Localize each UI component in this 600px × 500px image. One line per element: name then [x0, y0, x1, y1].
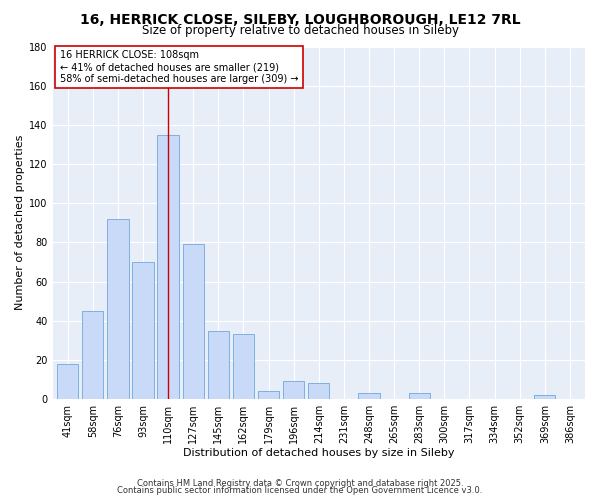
Bar: [82, 311, 103, 399]
Text: Size of property relative to detached houses in Sileby: Size of property relative to detached ho…: [142, 24, 458, 37]
Bar: [208, 330, 229, 399]
Bar: [534, 395, 556, 399]
Bar: [358, 393, 380, 399]
Bar: [157, 134, 179, 399]
Y-axis label: Number of detached properties: Number of detached properties: [15, 135, 25, 310]
Bar: [182, 244, 204, 399]
Bar: [409, 393, 430, 399]
X-axis label: Distribution of detached houses by size in Sileby: Distribution of detached houses by size …: [183, 448, 455, 458]
Text: Contains HM Land Registry data © Crown copyright and database right 2025.: Contains HM Land Registry data © Crown c…: [137, 478, 463, 488]
Bar: [233, 334, 254, 399]
Text: 16 HERRICK CLOSE: 108sqm
← 41% of detached houses are smaller (219)
58% of semi-: 16 HERRICK CLOSE: 108sqm ← 41% of detach…: [60, 50, 299, 84]
Text: 16, HERRICK CLOSE, SILEBY, LOUGHBOROUGH, LE12 7RL: 16, HERRICK CLOSE, SILEBY, LOUGHBOROUGH,…: [80, 12, 520, 26]
Bar: [308, 384, 329, 399]
Bar: [57, 364, 78, 399]
Bar: [283, 382, 304, 399]
Bar: [258, 392, 279, 399]
Bar: [132, 262, 154, 399]
Bar: [107, 219, 128, 399]
Text: Contains public sector information licensed under the Open Government Licence v3: Contains public sector information licen…: [118, 486, 482, 495]
